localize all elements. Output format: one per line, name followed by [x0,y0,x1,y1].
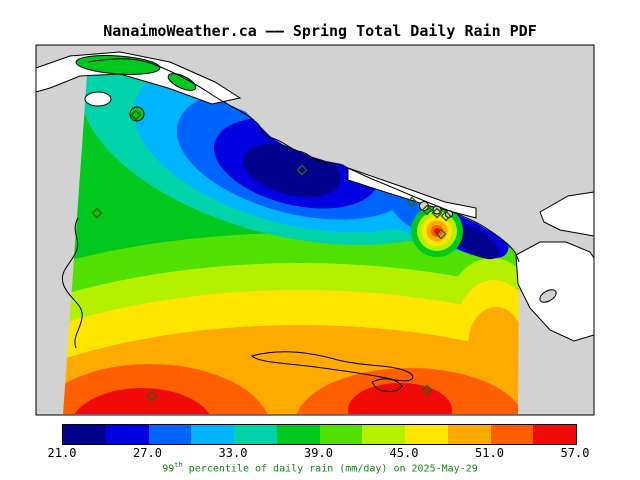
caption-superscript: th [174,461,183,469]
colorbar-segment [234,425,277,444]
colorbar-segment [191,425,234,444]
colorbar-tick-label: 39.0 [304,446,333,460]
colorbar-tick-label: 21.0 [47,446,77,460]
coastline [62,58,520,392]
colorbar-segment [105,425,149,444]
station-diamond-icon [91,207,103,219]
colorbar-segment [148,425,192,444]
colorbar-tick-label: 45.0 [389,446,419,460]
station-diamond-icon [146,390,158,402]
station-markers [91,109,452,402]
station-diamond-icon [296,164,308,176]
station-diamond-icon [421,384,433,396]
land [36,45,594,414]
page-title: NanaimoWeather.ca —— Spring Total Daily … [103,22,537,40]
colorbar-segment [447,425,491,444]
colorbar-segment [533,425,576,444]
station-diamond-icon [406,196,418,208]
caption-text: percentile of daily rain (mm/day) on 202… [182,463,478,475]
station-diamond-icon [431,207,443,219]
plot-frame [35,44,595,416]
colorbar-segment [276,425,320,444]
station-diamond-icon [440,210,452,222]
colorbar-segment [63,425,106,444]
caption-value: 99 [162,463,175,475]
station-diamond-icon [435,228,447,240]
colorbar-tick-label: 57.0 [560,446,590,460]
colorbar-segment [490,425,534,444]
colorbar [62,424,577,445]
colorbar-segment [362,425,405,444]
colorbar-segment [405,425,448,444]
colorbar-labels: 21.0 27.0 33.0 39.0 45.0 51.0 57.0 [48,446,590,460]
colorbar-segment [319,425,363,444]
colorbar-tick-label: 27.0 [133,446,162,460]
colorbar-tick-label: 33.0 [218,446,248,460]
caption: 99th percentile of daily rain (mm/day) o… [0,461,640,474]
station-diamond-icon [130,109,142,121]
colorbar-tick-label: 51.0 [475,446,504,460]
station-diamond-icon [421,204,433,216]
